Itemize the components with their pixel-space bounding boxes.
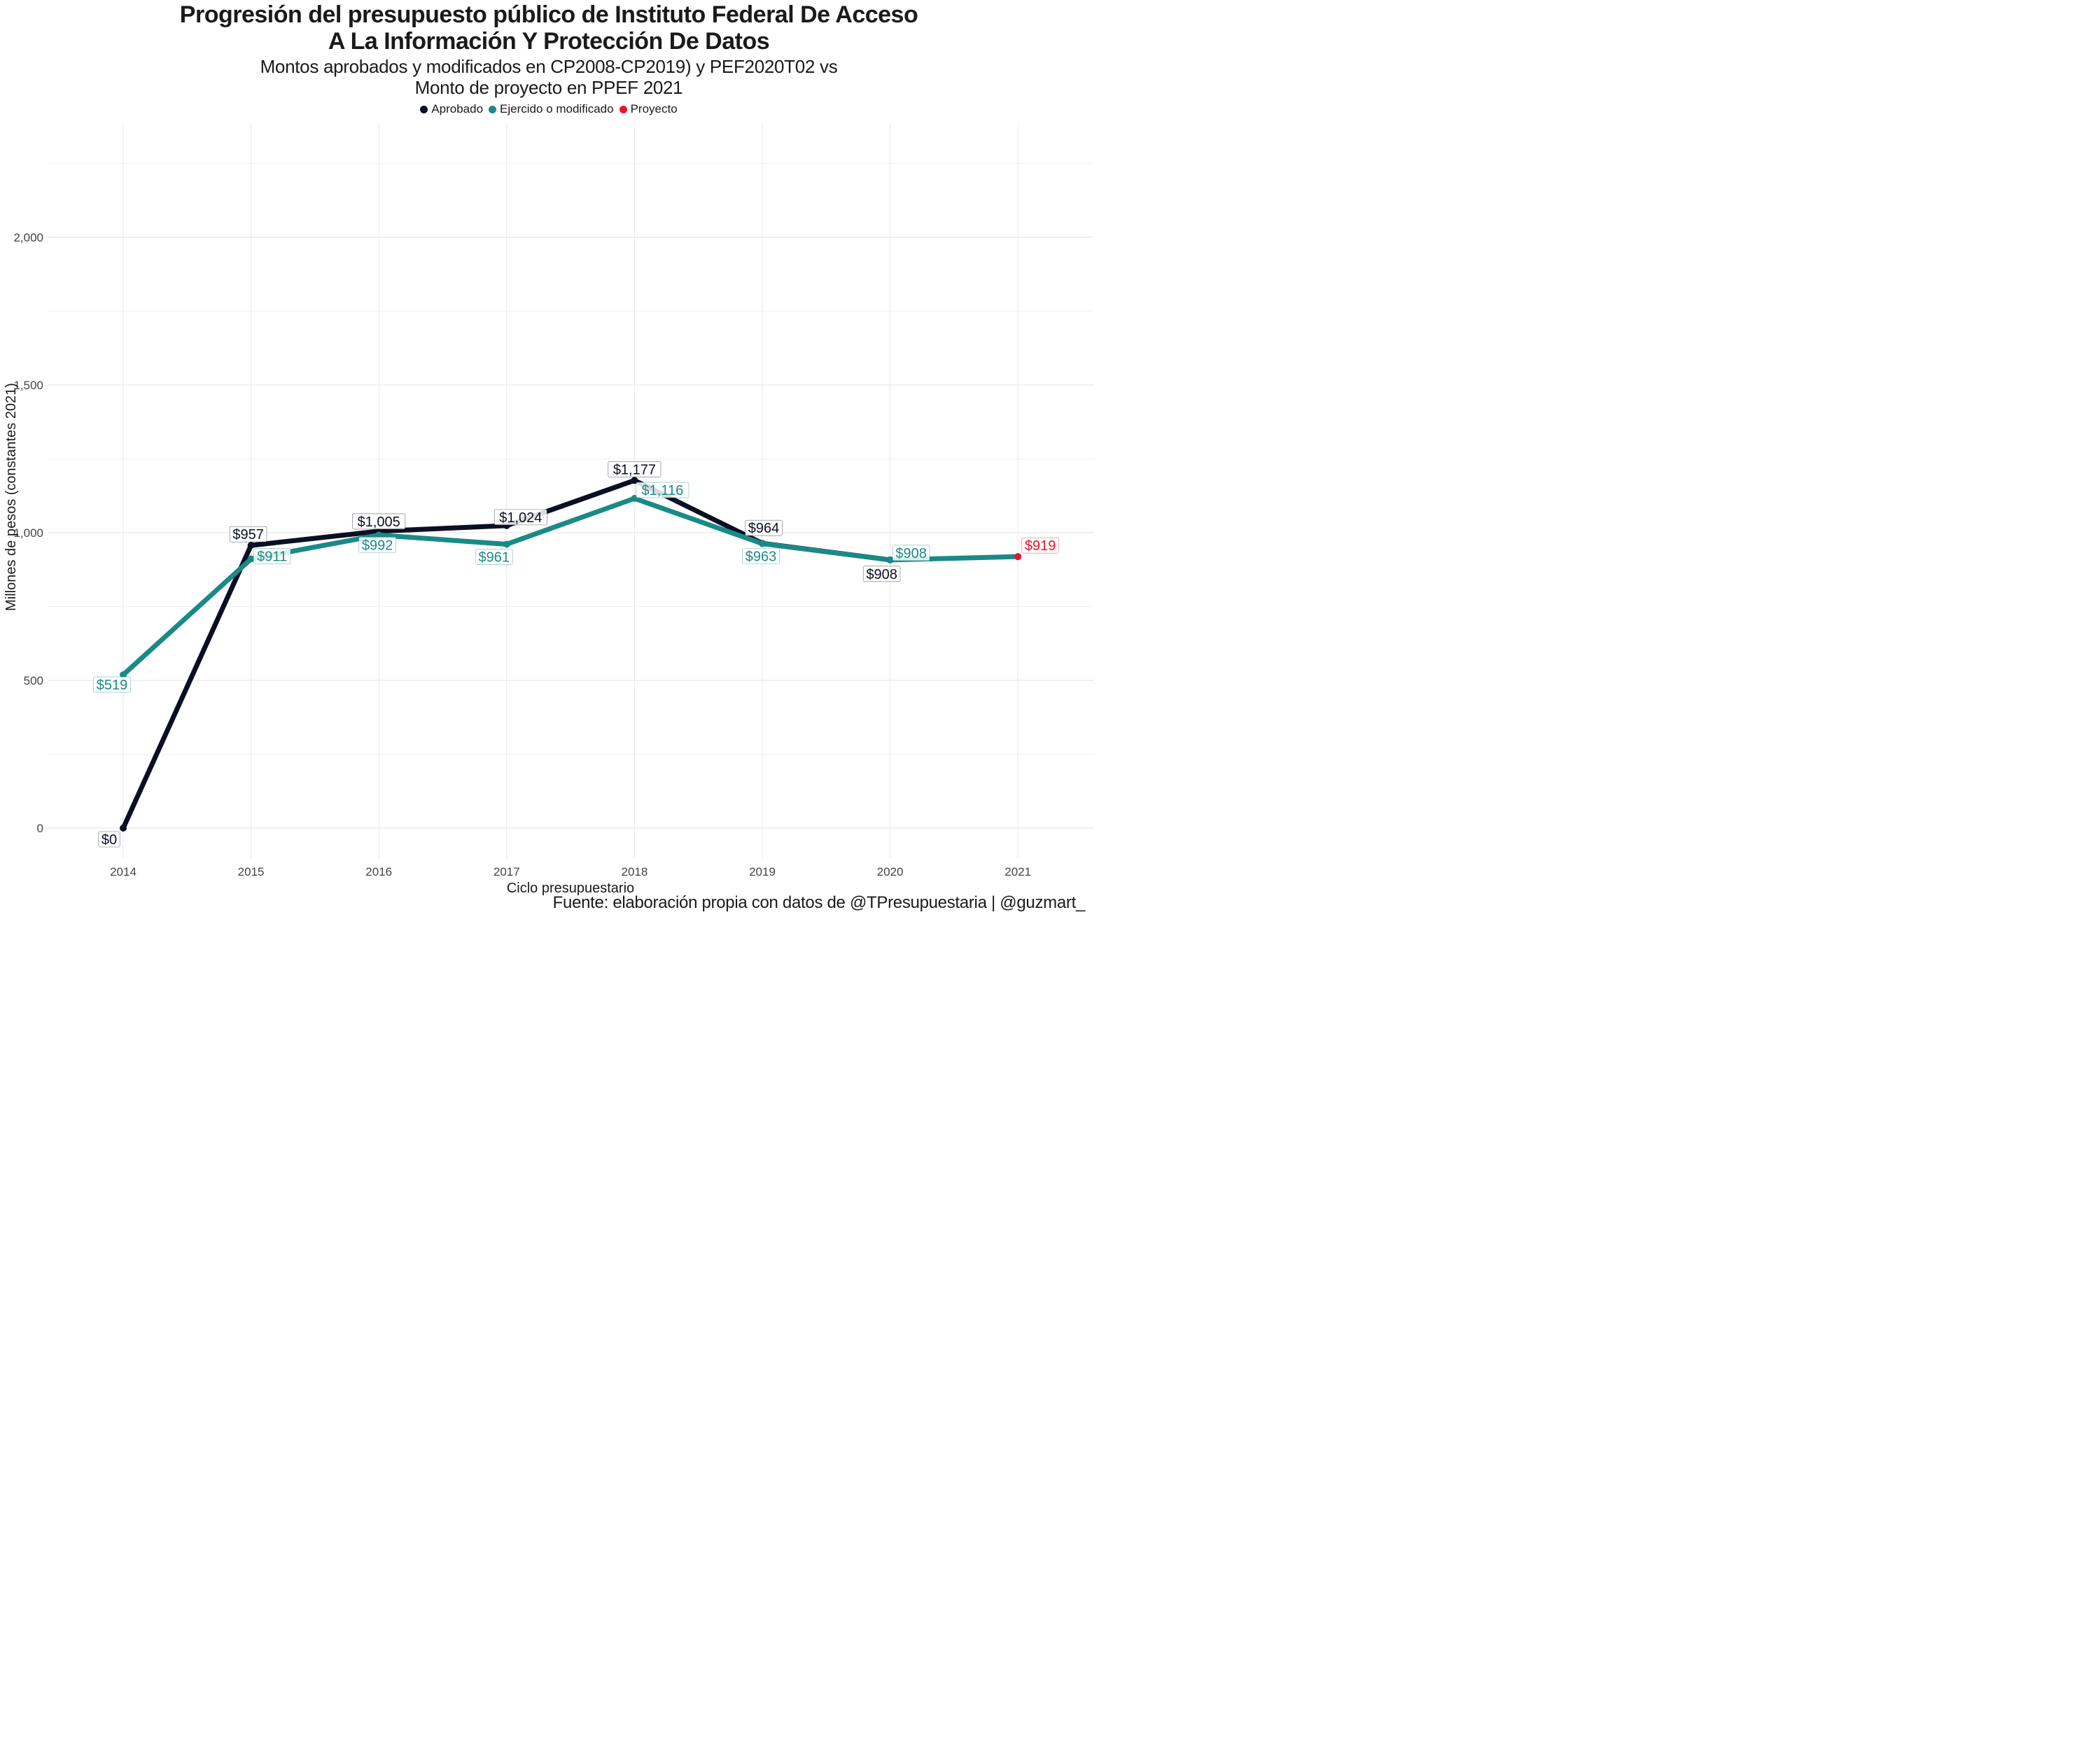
data-label-ejercido: $911 [253, 548, 291, 565]
data-point-ejercido [759, 540, 766, 547]
data-label-box [358, 537, 396, 553]
data-label-text: $1,005 [358, 514, 400, 530]
data-label-text: $0 [102, 832, 117, 848]
y-tick-label: 1,500 [13, 379, 43, 392]
chart-subtitle-line-1: Montos aprobados y modificados en CP2008… [260, 56, 838, 77]
data-point-ejercido [886, 556, 894, 564]
data-label-box [1021, 537, 1059, 554]
data-label-box [93, 676, 131, 693]
data-label-aprobado: $1,177 [608, 461, 662, 477]
data-label-text: $961 [479, 550, 510, 565]
data-label-box [745, 519, 783, 536]
data-label-ejercido: $519 [93, 676, 131, 693]
data-label-text: $963 [746, 550, 777, 565]
data-label-aprobado: $0 [98, 831, 120, 848]
y-tick-label: 500 [24, 674, 43, 687]
data-label-ejercido: $992 [358, 537, 396, 553]
x-tick-label: 2019 [749, 865, 776, 878]
line-chart: 0 500 1,000 1,500 2,000 2014 2015 2016 2017 2018 2… [4, 122, 1094, 896]
data-label-text: $908 [895, 546, 927, 561]
legend-label-proyecto: Proyecto [630, 102, 678, 115]
data-label-text: $919 [1025, 538, 1056, 554]
x-tick-label: 2015 [238, 865, 265, 878]
data-point-aprobado [631, 477, 638, 484]
data-label-text: $1,116 [642, 483, 684, 498]
chart-title-line-1: Progresión del presupuesto público de In… [179, 1, 918, 28]
data-label-text: $992 [362, 538, 393, 553]
data-label-ejercido: $963 [742, 548, 780, 565]
data-label-box [352, 513, 406, 530]
data-label-aprobado: $957 [229, 526, 267, 542]
grid-lines [48, 122, 1094, 858]
data-label-aprobado: $1,024 [493, 509, 547, 526]
legend-marker-proyecto [619, 105, 627, 113]
data-label-aprobado: $1,005 [352, 513, 406, 530]
data-point-ejercido [503, 540, 510, 548]
data-label-box [475, 549, 513, 565]
legend-item-aprobado: Aprobado [420, 102, 483, 116]
x-tick-label: 2017 [493, 865, 520, 878]
data-point-aprobado [247, 542, 255, 550]
data-label-ejercido: $1,116 [636, 482, 690, 498]
y-axis-title: Millones de pesos (constantes 2021) [4, 383, 19, 611]
x-axis-title: Ciclo presupuestario [507, 881, 634, 896]
data-label-box [608, 461, 662, 477]
data-label-text: $908 [866, 567, 897, 582]
data-label-box [862, 566, 901, 582]
legend-item-ejercido: Ejercido o modificado [489, 102, 614, 116]
y-tick-label: 1,000 [13, 526, 43, 540]
data-label-text: $911 [257, 550, 287, 565]
x-tick-label: 2020 [877, 865, 904, 878]
data-label-box [253, 548, 291, 564]
series-line-ejercido [120, 496, 1021, 678]
legend-label-aprobado: Aprobado [431, 102, 484, 115]
legend-marker-aprobado [420, 105, 428, 113]
data-label-box [892, 545, 930, 561]
data-labels: $0 $957 $1,005 $1,024 $1,177 $964 $908 $519 $911… [93, 461, 1059, 848]
chart-title-line-2: A La Información Y Protección De Datos [328, 28, 770, 55]
data-point-aprobado [120, 825, 127, 832]
chart-legend: Aprobado Ejercido o modificado Proyecto [0, 102, 1098, 116]
data-label-box [98, 831, 120, 848]
data-point-proyecto [1014, 553, 1022, 561]
data-label-text: $1,177 [613, 462, 656, 477]
x-tick-label: 2016 [365, 865, 392, 878]
data-label-aprobado: $908 [862, 566, 901, 582]
data-label-proyecto: $919 [1021, 537, 1059, 554]
chart-caption: Fuente: elaboración propia con datos de … [552, 893, 1086, 912]
data-label-box [636, 482, 690, 498]
series-points [120, 477, 1022, 832]
data-label-box [742, 548, 780, 564]
data-point-ejercido [375, 531, 383, 539]
chart-subtitle-line-2: Monto de proyecto en PPEF 2021 [414, 77, 683, 98]
data-label-text: $1,024 [499, 510, 542, 526]
data-label-ejercido: $908 [892, 545, 930, 561]
y-tick-label: 0 [37, 822, 43, 835]
data-label-box [493, 509, 547, 526]
legend-label-ejercido: Ejercido o modificado [500, 102, 614, 115]
legend-marker-ejercido [489, 105, 497, 113]
data-point-ejercido [120, 671, 127, 678]
data-label-box [229, 526, 267, 542]
legend-item-proyecto: Proyecto [619, 102, 678, 116]
data-label-text: $519 [97, 678, 128, 693]
data-label-ejercido: $961 [475, 549, 513, 565]
data-label-aprobado: $964 [745, 519, 783, 536]
x-tick-label: 2021 [1004, 865, 1031, 878]
data-label-text: $964 [748, 521, 780, 536]
x-tick-label: 2014 [110, 865, 136, 878]
data-label-text: $957 [232, 527, 264, 542]
x-tick-label: 2018 [621, 865, 648, 878]
y-tick-label: 2,000 [13, 231, 43, 244]
data-point-ejercido [247, 555, 255, 563]
